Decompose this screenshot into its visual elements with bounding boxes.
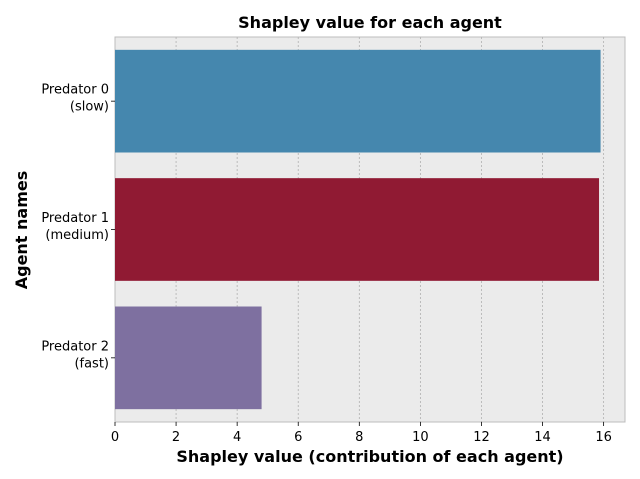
x-tick-label: 4	[233, 430, 241, 445]
x-tick-label: 14	[534, 430, 551, 445]
chart-title: Shapley value for each agent	[238, 13, 502, 32]
x-tick-label: 8	[355, 430, 363, 445]
bar-agent-2	[115, 306, 262, 410]
bar-agent-0	[115, 49, 601, 153]
y-tick-label: Predator 1 (medium)	[41, 211, 109, 243]
x-tick-label: 16	[595, 430, 612, 445]
y-axis-ticks: Predator 0 (slow) Predator 1 (medium) Predat…	[41, 83, 115, 371]
bars	[115, 49, 601, 410]
y-tick-label: Predator 0 (slow)	[41, 83, 109, 115]
x-tick-label: 6	[294, 430, 302, 445]
x-axis-ticks: 0 2 4 6 8 10 12 14 16	[111, 422, 612, 445]
y-axis-title: Agent names	[12, 171, 31, 290]
x-axis-title: Shapley value (contribution of each agen…	[176, 447, 563, 466]
x-tick-label: 10	[412, 430, 429, 445]
x-tick-label: 0	[111, 430, 119, 445]
x-tick-label: 12	[473, 430, 490, 445]
bar-agent-1	[115, 178, 600, 281]
y-tick-label: Predator 2 (fast)	[41, 339, 109, 371]
x-tick-label: 2	[172, 430, 180, 445]
